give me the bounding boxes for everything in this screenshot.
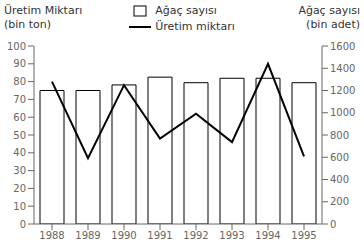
svg-text:0: 0 bbox=[330, 219, 336, 230]
svg-text:800: 800 bbox=[330, 130, 349, 141]
svg-text:80: 80 bbox=[13, 76, 26, 87]
svg-text:30: 30 bbox=[13, 165, 26, 176]
svg-text:1993: 1993 bbox=[219, 230, 244, 241]
svg-text:1994: 1994 bbox=[255, 230, 280, 241]
html-text:(bin adet): (bin adet) bbox=[306, 18, 360, 31]
svg-text:1000: 1000 bbox=[330, 107, 355, 118]
svg-text:400: 400 bbox=[330, 174, 349, 185]
html-text:(bin ton): (bin ton) bbox=[4, 18, 52, 31]
svg-text:1988: 1988 bbox=[39, 230, 64, 241]
svg-text:10: 10 bbox=[13, 201, 26, 212]
svg-text:90: 90 bbox=[13, 58, 26, 69]
svg-text:0: 0 bbox=[20, 219, 26, 230]
svg-text:50: 50 bbox=[13, 130, 26, 141]
svg-text:1992: 1992 bbox=[183, 230, 208, 241]
html-text:Ağaç sayısı: Ağaç sayısı bbox=[155, 4, 217, 17]
svg-text:40: 40 bbox=[13, 147, 26, 158]
svg-text:1600: 1600 bbox=[330, 41, 355, 52]
svg-text:1989: 1989 bbox=[75, 230, 100, 241]
html-text:Üretim Miktarı: Üretim Miktarı bbox=[4, 4, 83, 17]
svg-text:200: 200 bbox=[330, 196, 349, 207]
svg-text:70: 70 bbox=[13, 94, 26, 105]
svg-text:600: 600 bbox=[330, 152, 349, 163]
svg-text:1200: 1200 bbox=[330, 85, 355, 96]
svg-text:1991: 1991 bbox=[147, 230, 172, 241]
svg-text:20: 20 bbox=[13, 183, 26, 194]
svg-text:60: 60 bbox=[13, 112, 26, 123]
svg-text:1400: 1400 bbox=[330, 63, 355, 74]
html-text:Ağaç sayısı: Ağaç sayısı bbox=[298, 4, 360, 17]
html-text:Üretim miktarı: Üretim miktarı bbox=[155, 20, 235, 33]
svg-text:1995: 1995 bbox=[291, 230, 316, 241]
svg-text:100: 100 bbox=[8, 41, 26, 52]
svg-text:1990: 1990 bbox=[111, 230, 136, 241]
